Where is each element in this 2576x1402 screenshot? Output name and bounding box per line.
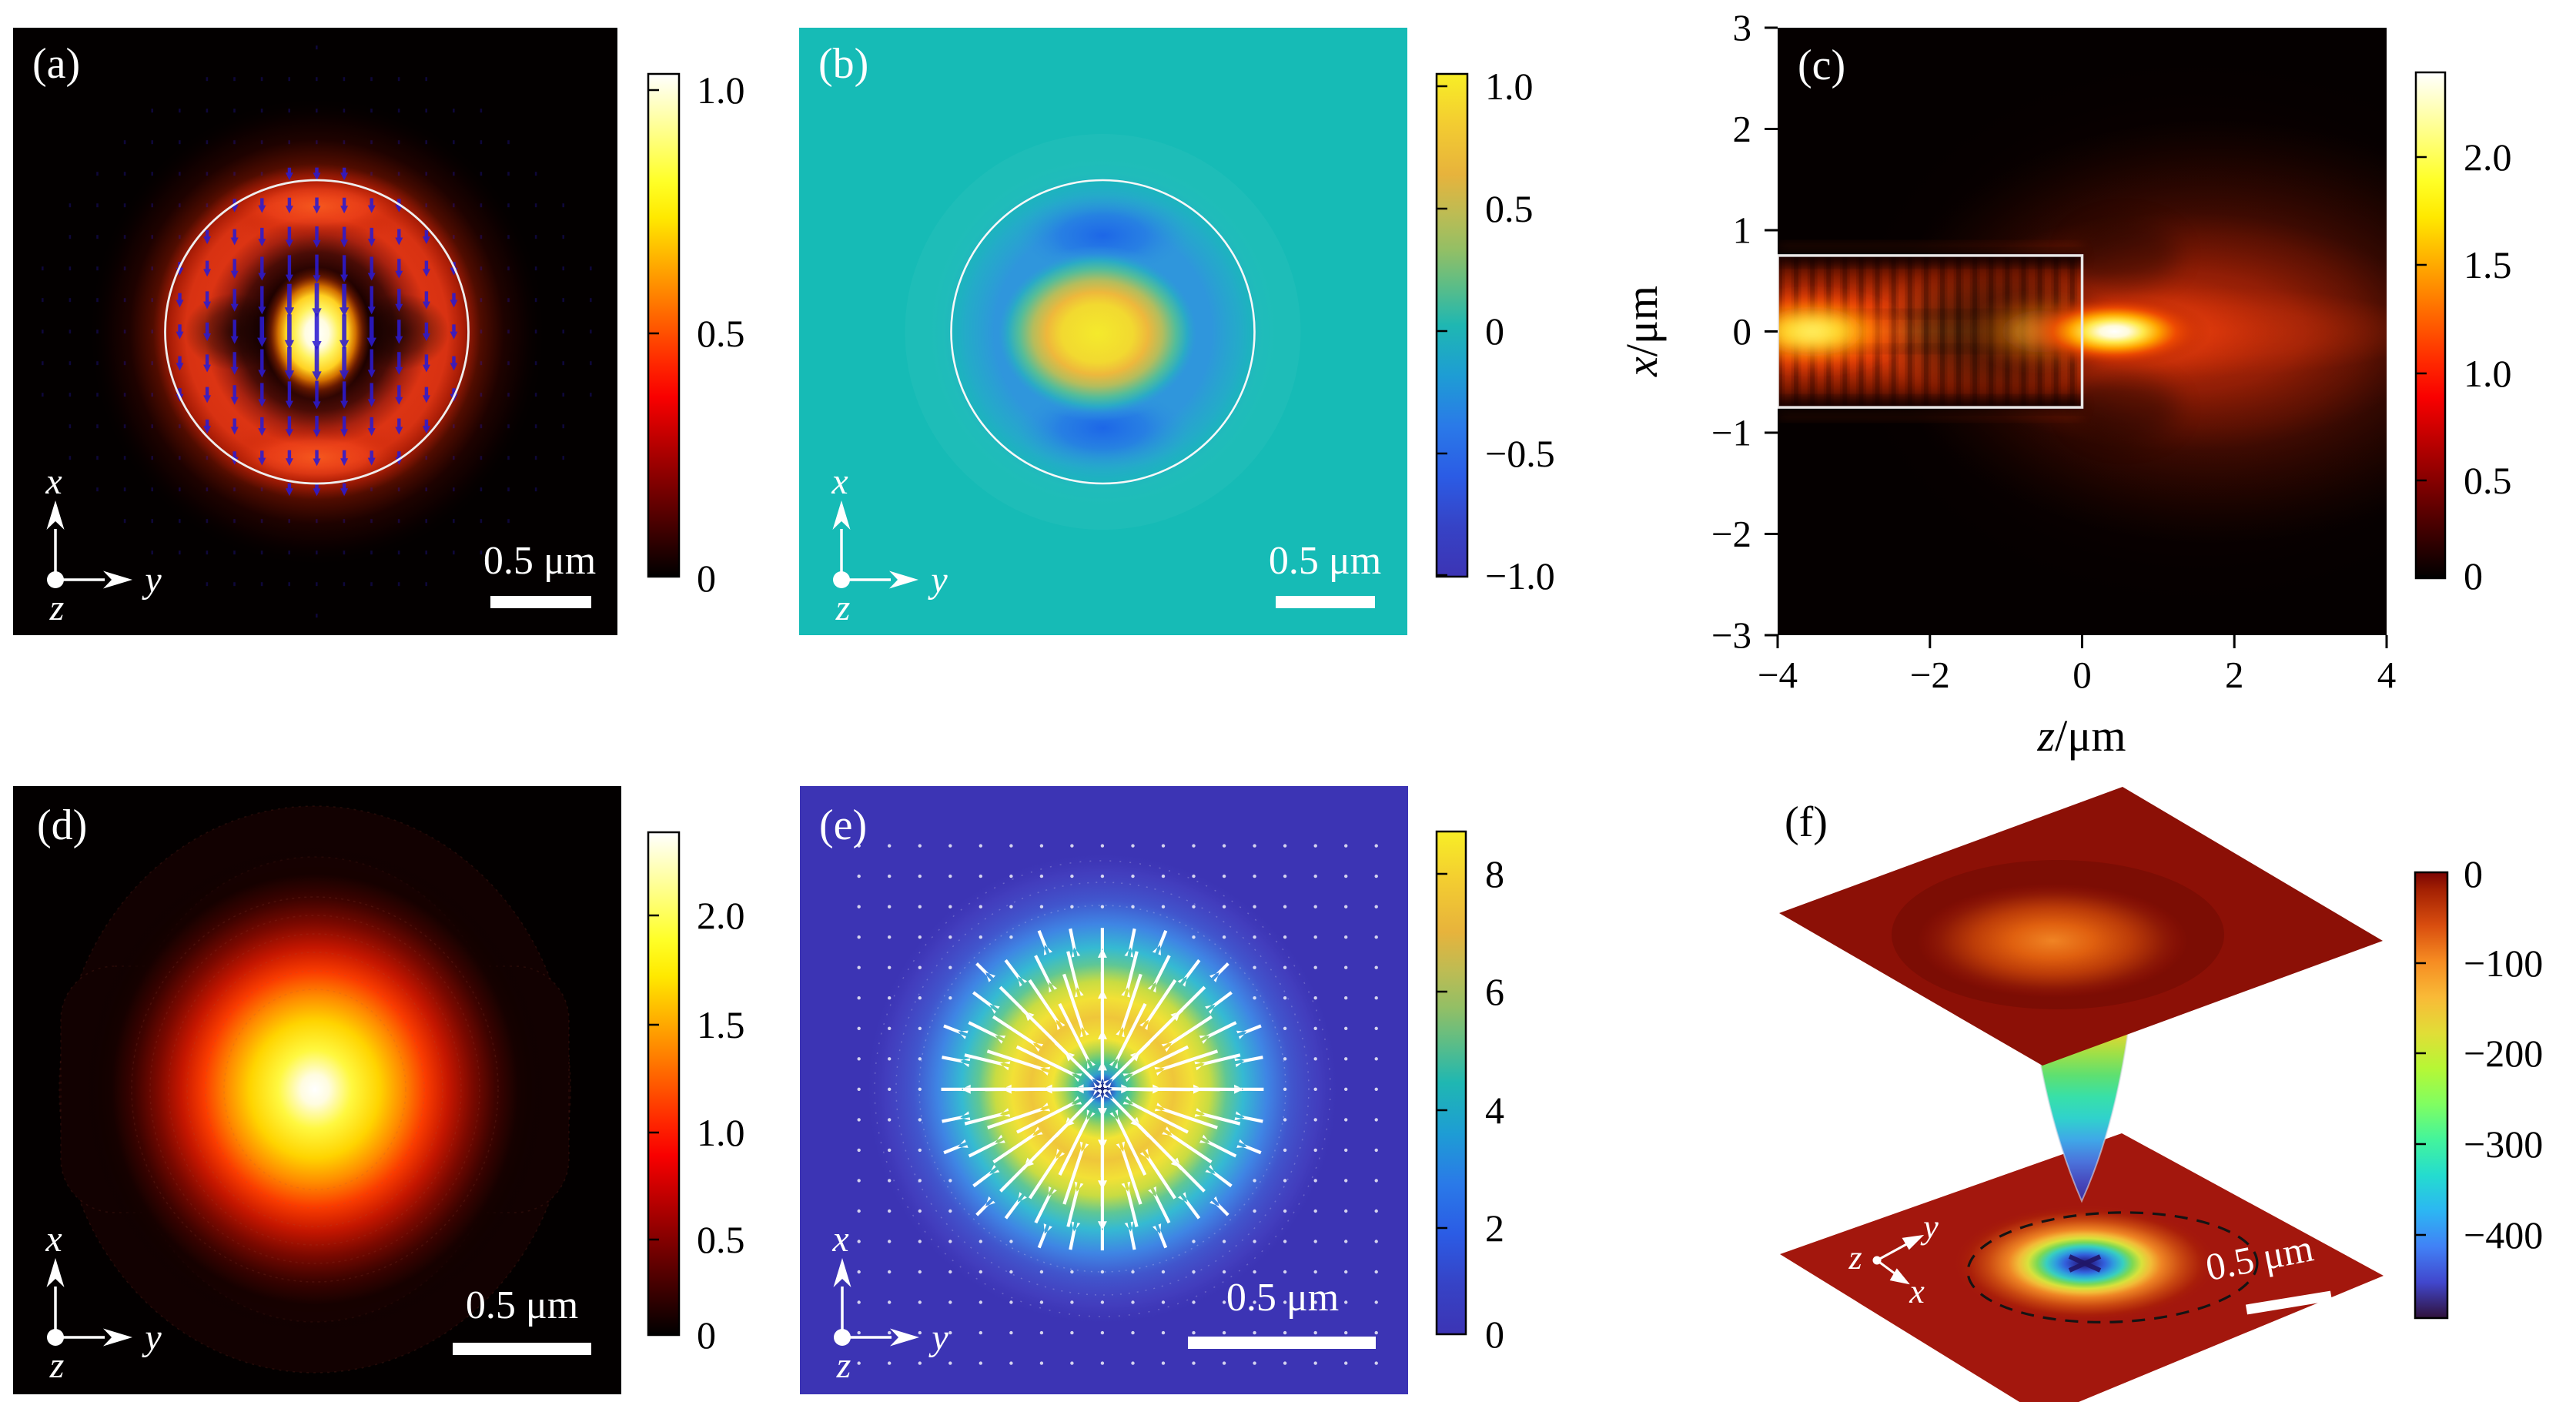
svg-text:0.5: 0.5 <box>697 1218 745 1261</box>
svg-text:x: x <box>831 461 848 502</box>
svg-text:3: 3 <box>1733 7 1752 49</box>
svg-text:1.5: 1.5 <box>2464 243 2512 286</box>
svg-text:0: 0 <box>1485 310 1504 353</box>
svg-text:1.5: 1.5 <box>697 1003 745 1046</box>
svg-text:4: 4 <box>1485 1089 1504 1132</box>
svg-text:x: x <box>45 461 62 502</box>
svg-text:0: 0 <box>2073 654 2092 696</box>
svg-text:0: 0 <box>2464 852 2483 895</box>
svg-text:6: 6 <box>1485 970 1504 1013</box>
svg-text:0.5: 0.5 <box>2464 459 2512 502</box>
svg-text:0: 0 <box>1733 310 1752 353</box>
svg-text:x: x <box>1909 1273 1925 1310</box>
svg-text:y: y <box>927 560 948 601</box>
svg-text:(e): (e) <box>819 801 867 849</box>
svg-text:z/μm: z/μm <box>2037 711 2126 761</box>
svg-text:0.5: 0.5 <box>697 312 745 355</box>
svg-text:x: x <box>831 1219 848 1260</box>
svg-text:−0.5: −0.5 <box>1485 432 1555 475</box>
svg-text:−400: −400 <box>2464 1213 2543 1256</box>
svg-text:1.0: 1.0 <box>697 1111 745 1154</box>
svg-text:(b): (b) <box>818 40 868 88</box>
svg-text:−2: −2 <box>1910 654 1950 696</box>
svg-text:0.5: 0.5 <box>1485 187 1534 230</box>
svg-text:0.5 μm: 0.5 μm <box>466 1283 578 1327</box>
svg-text:z: z <box>49 587 65 628</box>
svg-text:2.0: 2.0 <box>2464 136 2512 179</box>
svg-text:y: y <box>928 1317 948 1358</box>
svg-text:0.5 μm: 0.5 μm <box>483 539 596 583</box>
svg-text:1: 1 <box>1733 209 1752 252</box>
svg-text:(a): (a) <box>32 40 80 88</box>
svg-text:−1.0: −1.0 <box>1485 554 1555 597</box>
svg-text:−300: −300 <box>2464 1123 2543 1166</box>
svg-text:z: z <box>835 587 851 628</box>
svg-text:2: 2 <box>1733 108 1752 150</box>
svg-text:z: z <box>836 1345 851 1386</box>
svg-text:(c): (c) <box>1798 42 1845 89</box>
svg-text:y: y <box>1920 1208 1939 1246</box>
svg-text:1.0: 1.0 <box>1485 65 1534 108</box>
svg-text:0: 0 <box>697 1313 716 1357</box>
svg-text:−200: −200 <box>2464 1032 2543 1075</box>
svg-text:2: 2 <box>1485 1206 1504 1250</box>
svg-text:0: 0 <box>2464 554 2483 597</box>
svg-text:x: x <box>45 1219 62 1260</box>
svg-text:−1: −1 <box>1711 412 1751 454</box>
svg-text:2: 2 <box>2225 654 2244 696</box>
svg-text:0: 0 <box>1485 1313 1504 1356</box>
svg-text:z: z <box>49 1345 65 1386</box>
svg-text:−4: −4 <box>1758 654 1798 696</box>
svg-text:y: y <box>141 560 162 601</box>
svg-text:−2: −2 <box>1711 513 1751 555</box>
svg-text:1.0: 1.0 <box>2464 352 2512 395</box>
svg-text:y: y <box>141 1317 162 1358</box>
svg-text:0: 0 <box>697 557 716 600</box>
svg-text:2.0: 2.0 <box>697 894 745 937</box>
svg-text:1.0: 1.0 <box>697 69 745 112</box>
svg-text:(f): (f) <box>1785 798 1828 846</box>
svg-text:(d): (d) <box>37 801 87 849</box>
svg-text:−3: −3 <box>1711 614 1751 657</box>
svg-text:4: 4 <box>2377 654 2397 696</box>
svg-text:−100: −100 <box>2464 942 2543 985</box>
svg-text:0.5 μm: 0.5 μm <box>1269 539 1381 583</box>
svg-text:8: 8 <box>1485 852 1504 895</box>
svg-text:0.5 μm: 0.5 μm <box>1226 1276 1339 1320</box>
svg-text:x/μm: x/μm <box>1617 286 1667 377</box>
svg-text:z: z <box>1848 1239 1862 1277</box>
